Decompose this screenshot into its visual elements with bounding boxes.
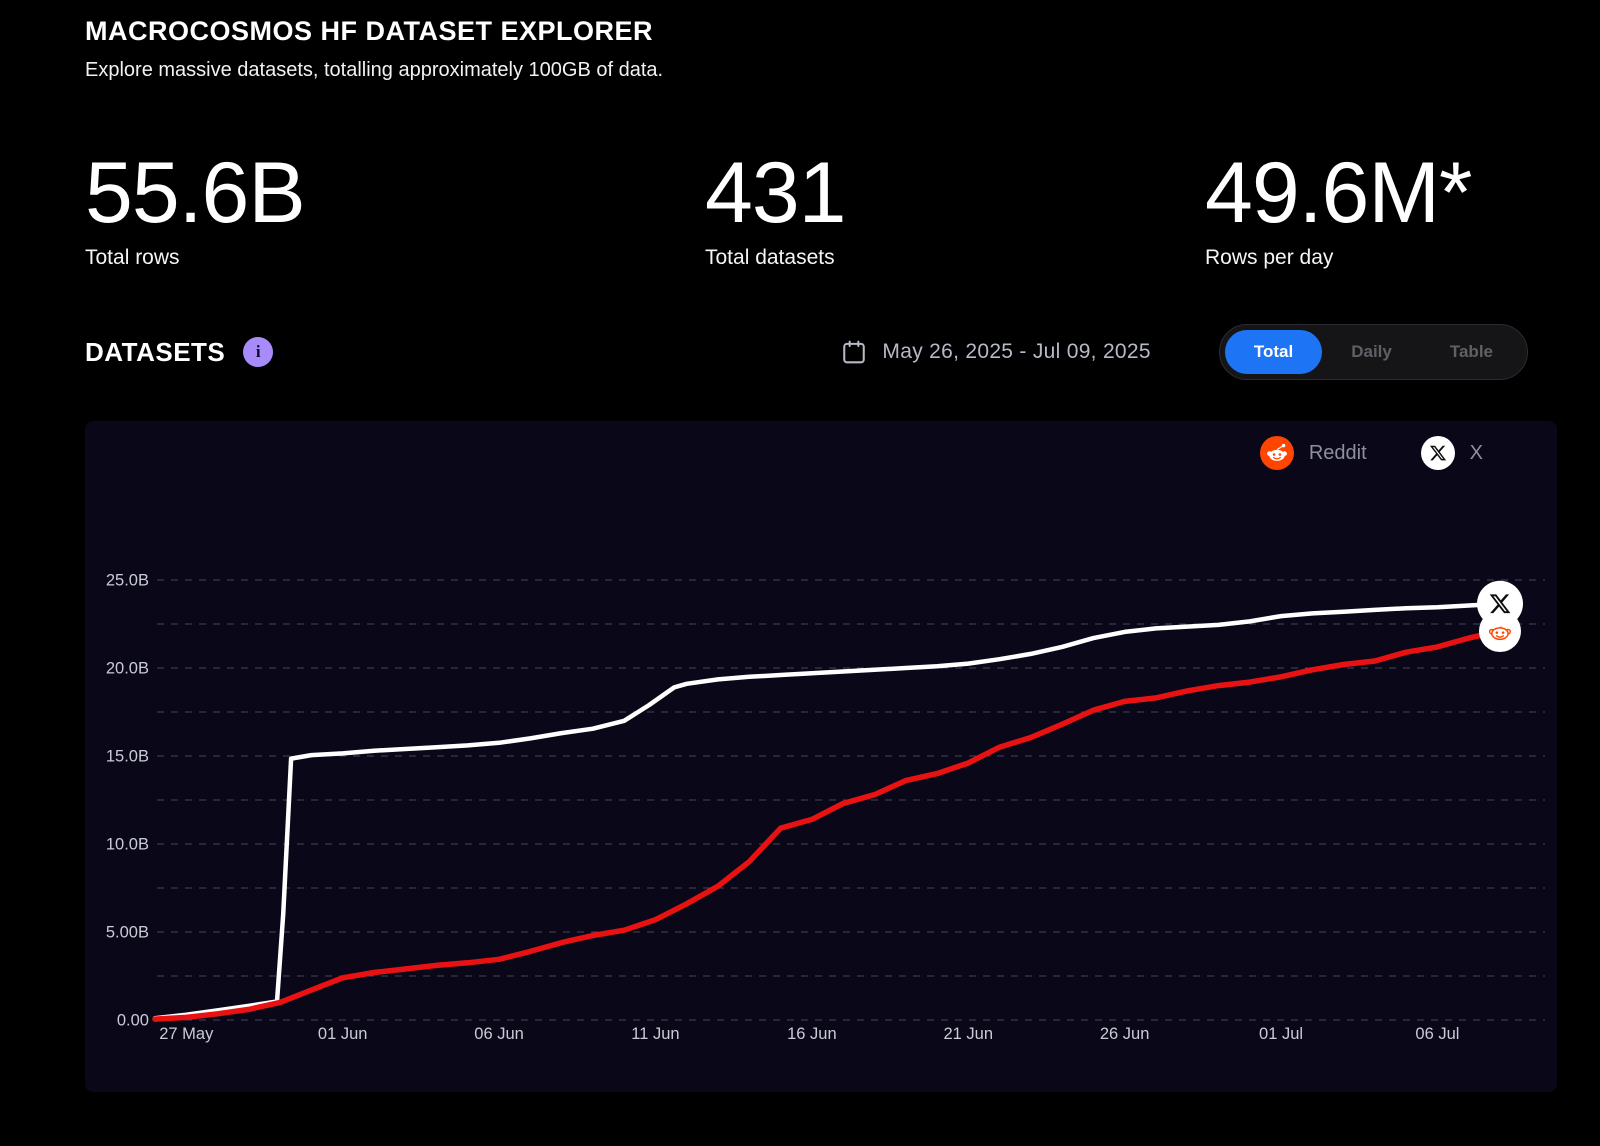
stat-value: 49.6M* bbox=[1205, 145, 1473, 241]
legend-label-reddit: Reddit bbox=[1308, 441, 1367, 464]
toggle-total[interactable]: Total bbox=[1224, 330, 1323, 375]
date-range-picker[interactable]: May 26, 2025 - Jul 09, 2025 bbox=[841, 339, 1151, 365]
stats-row: 55.6B Total rows 431 Total datasets 49.6… bbox=[85, 148, 1515, 270]
page-subtitle: Explore massive datasets, totalling appr… bbox=[85, 59, 664, 81]
svg-text:06 Jul: 06 Jul bbox=[1415, 1025, 1459, 1043]
x-axis-labels: 27 May 01 Jun 06 Jun 11 Jun 16 Jun 21 Jun 26 J… bbox=[159, 1025, 1459, 1043]
line-chart[interactable]: 0.00 5.00B 10.0B 15.0B 20.0B 25.0B 27 May 01 Ju… bbox=[85, 421, 1557, 1092]
stat-total-datasets: 431 Total datasets bbox=[705, 148, 1205, 270]
svg-text:20.0B: 20.0B bbox=[106, 660, 149, 678]
date-range-label: May 26, 2025 - Jul 09, 2025 bbox=[882, 340, 1151, 364]
series-line-x bbox=[152, 601, 1503, 1021]
controls-row: DATASETS i May 26, 2025 - Jul 09, 2025 T… bbox=[85, 324, 1528, 381]
svg-text:26 Jun: 26 Jun bbox=[1100, 1025, 1150, 1043]
stat-label: Total datasets bbox=[705, 246, 835, 270]
datasets-heading-group: DATASETS i bbox=[85, 336, 274, 368]
svg-text:01 Jul: 01 Jul bbox=[1259, 1025, 1303, 1043]
legend-label-x: X bbox=[1469, 441, 1483, 464]
calendar-icon bbox=[843, 340, 866, 364]
stat-value: 431 bbox=[705, 145, 847, 241]
stat-total-rows: 55.6B Total rows bbox=[85, 148, 705, 270]
svg-text:21 Jun: 21 Jun bbox=[943, 1025, 993, 1043]
toggle-daily[interactable]: Daily bbox=[1351, 342, 1392, 362]
chart-legend: Reddit X bbox=[1259, 436, 1483, 471]
datasets-heading: DATASETS bbox=[85, 336, 226, 367]
chart-panel: Reddit X 0.00 5.00B 10.0B 15.0B 20.0B 25.0B 27… bbox=[85, 421, 1557, 1093]
y-axis-labels: 0.00 5.00B 10.0B 15.0B 20.0B 25.0B bbox=[106, 572, 149, 1030]
legend-item-reddit[interactable]: Reddit bbox=[1259, 436, 1367, 471]
svg-text:01 Jun: 01 Jun bbox=[318, 1025, 368, 1043]
svg-text:0.00: 0.00 bbox=[117, 1012, 149, 1030]
legend-item-x[interactable]: X bbox=[1420, 436, 1483, 471]
svg-text:06 Jun: 06 Jun bbox=[474, 1025, 524, 1043]
info-icon[interactable]: i bbox=[243, 337, 274, 368]
series-line-reddit bbox=[152, 628, 1503, 1023]
stat-rows-per-day: 49.6M* Rows per day bbox=[1205, 148, 1515, 270]
stat-value: 55.6B bbox=[85, 145, 306, 241]
svg-text:11 Jun: 11 Jun bbox=[631, 1025, 679, 1043]
stat-label: Total rows bbox=[85, 246, 180, 270]
toggle-table[interactable]: Table bbox=[1449, 342, 1493, 362]
x-icon bbox=[1420, 436, 1455, 471]
page-header: MACROCOSMOS HF DATASET EXPLORER Explore … bbox=[85, 16, 1600, 82]
page-title: MACROCOSMOS HF DATASET EXPLORER bbox=[85, 16, 654, 46]
svg-text:16 Jun: 16 Jun bbox=[787, 1025, 837, 1043]
svg-text:5.00B: 5.00B bbox=[106, 924, 149, 942]
svg-text:10.0B: 10.0B bbox=[106, 836, 149, 854]
reddit-icon bbox=[1259, 436, 1294, 471]
view-toggle: Total Daily Table bbox=[1218, 324, 1528, 381]
x-end-badge bbox=[1477, 581, 1523, 628]
svg-text:27 May: 27 May bbox=[159, 1025, 214, 1043]
svg-text:15.0B: 15.0B bbox=[106, 748, 149, 766]
svg-text:25.0B: 25.0B bbox=[106, 572, 149, 590]
stat-label: Rows per day bbox=[1205, 246, 1334, 270]
